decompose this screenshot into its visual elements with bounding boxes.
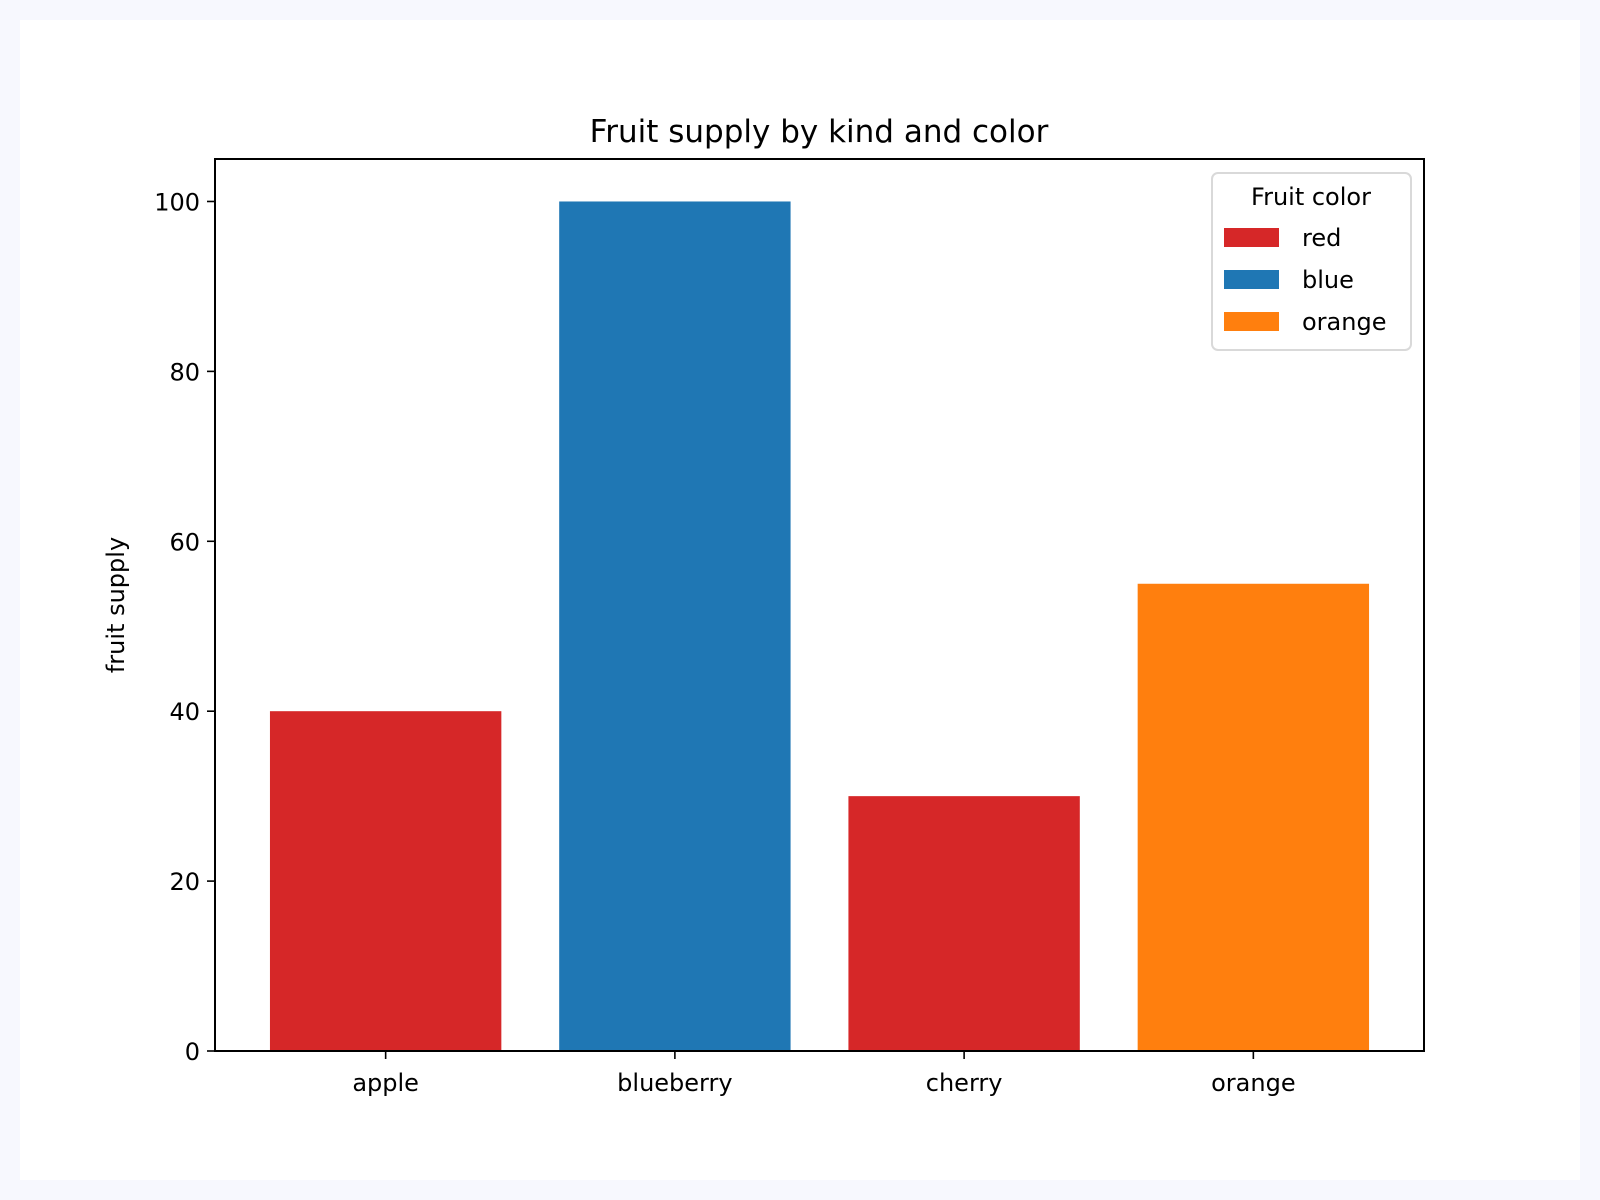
x-tick-label: cherry bbox=[926, 1069, 1003, 1097]
x-tick-label: apple bbox=[352, 1069, 419, 1097]
y-tick-label: 20 bbox=[169, 868, 200, 896]
legend-label: red bbox=[1302, 224, 1341, 252]
legend-swatch-red bbox=[1224, 228, 1279, 247]
legend-swatch-blue bbox=[1224, 270, 1279, 289]
legend-label: blue bbox=[1302, 266, 1354, 294]
x-tick-label: blueberry bbox=[617, 1069, 732, 1097]
y-axis-label: fruit supply bbox=[102, 537, 130, 673]
legend-swatch-orange bbox=[1224, 312, 1279, 331]
y-tick-label: 40 bbox=[169, 698, 200, 726]
x-tick-label: orange bbox=[1211, 1069, 1295, 1097]
legend-label: orange bbox=[1302, 308, 1386, 336]
bar-blueberry bbox=[559, 201, 791, 1051]
legend-title: Fruit color bbox=[1251, 183, 1371, 211]
y-tick-label: 80 bbox=[169, 358, 200, 386]
chart-title: Fruit supply by kind and color bbox=[590, 114, 1049, 150]
legend-box bbox=[1211, 172, 1412, 351]
y-tick-label: 0 bbox=[185, 1038, 200, 1066]
bar-apple bbox=[269, 711, 502, 1051]
bar-orange bbox=[1137, 583, 1370, 1051]
y-tick-label: 100 bbox=[154, 188, 200, 216]
bar-cherry bbox=[848, 796, 1080, 1051]
legend: Fruit color red blue orange bbox=[1211, 172, 1412, 351]
y-tick-label: 60 bbox=[169, 528, 200, 556]
plot-frame bbox=[214, 158, 1425, 1052]
